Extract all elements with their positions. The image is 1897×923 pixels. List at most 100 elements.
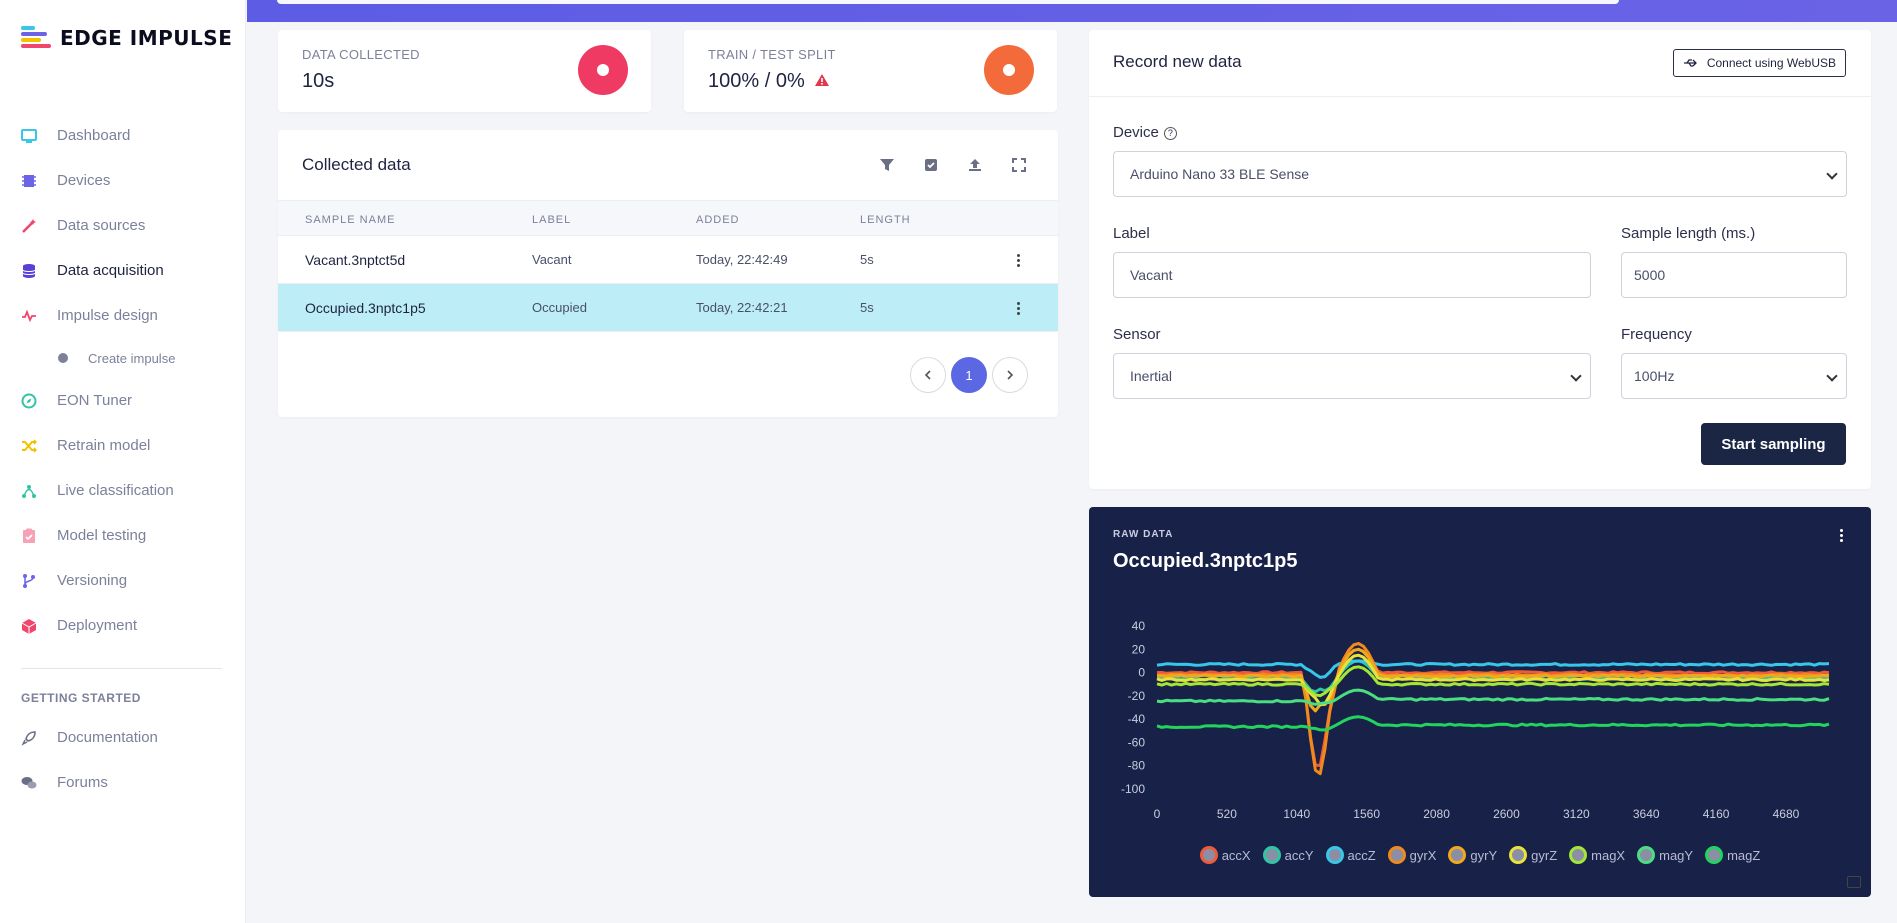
filter-icon[interactable] bbox=[878, 156, 896, 174]
legend-item-magY[interactable]: magY bbox=[1637, 846, 1693, 864]
sidebar-item-dashboard[interactable]: Dashboard bbox=[0, 113, 246, 158]
sidebar-item-label: Forums bbox=[57, 774, 108, 791]
label-input[interactable]: Vacant bbox=[1113, 252, 1591, 298]
x-tick-label: 0 bbox=[1154, 807, 1161, 821]
x-tick-label: 2600 bbox=[1493, 807, 1520, 821]
device-select[interactable]: Arduino Nano 33 BLE Sense bbox=[1113, 151, 1847, 197]
table-header: SAMPLE NAME LABEL ADDED LENGTH bbox=[278, 200, 1058, 236]
data-collected-label: DATA COLLECTED bbox=[302, 47, 420, 62]
row-menu-icon[interactable] bbox=[1008, 250, 1028, 270]
chat-icon[interactable] bbox=[1847, 876, 1861, 888]
series-line-magZ bbox=[1156, 715, 1830, 732]
column-header-length[interactable]: LENGTH bbox=[860, 214, 911, 226]
sidebar-item-data-acquisition[interactable]: Data acquisition bbox=[0, 248, 246, 293]
brand-name: EDGE IMPULSE bbox=[60, 26, 233, 50]
clipboard-check-icon bbox=[21, 528, 37, 544]
device-label-text: Device bbox=[1113, 124, 1159, 141]
sidebar-item-model-testing[interactable]: Model testing bbox=[0, 513, 246, 558]
record-divider bbox=[1089, 96, 1871, 97]
record-new-data-card: Record new data Connect using WebUSB Dev… bbox=[1089, 30, 1871, 489]
sample-length-label: Sample length (ms.) bbox=[1621, 225, 1756, 242]
prev-page-button[interactable] bbox=[910, 357, 946, 393]
page-1-button[interactable]: 1 bbox=[951, 357, 987, 393]
sidebar-item-forums[interactable]: Forums bbox=[0, 760, 246, 805]
legend-label: accX bbox=[1221, 847, 1251, 863]
series-line-accZ bbox=[1156, 659, 1830, 679]
shuffle-icon bbox=[21, 438, 37, 454]
column-header-added[interactable]: ADDED bbox=[696, 214, 740, 226]
legend-item-magZ[interactable]: magZ bbox=[1705, 846, 1760, 864]
legend-swatch-icon bbox=[1448, 846, 1467, 864]
sidebar-item-retrain-model[interactable]: Retrain model bbox=[0, 423, 246, 468]
chip-icon bbox=[21, 173, 37, 189]
sidebar-item-eon-tuner[interactable]: EON Tuner bbox=[0, 378, 246, 423]
row-menu-icon[interactable] bbox=[1008, 298, 1028, 318]
x-tick-label: 1560 bbox=[1353, 807, 1380, 821]
compass-icon bbox=[21, 393, 37, 409]
sidebar-divider bbox=[21, 668, 222, 669]
legend-swatch-icon bbox=[1569, 846, 1588, 864]
nodes-icon bbox=[21, 483, 37, 499]
next-page-button[interactable] bbox=[992, 357, 1028, 393]
legend-label: gyrY bbox=[1470, 847, 1498, 863]
sidebar-item-label: Documentation bbox=[57, 729, 158, 746]
column-header-label[interactable]: LABEL bbox=[532, 214, 572, 226]
rocket-icon bbox=[21, 730, 37, 746]
legend-swatch-icon bbox=[1637, 846, 1656, 864]
expand-icon[interactable] bbox=[1010, 156, 1028, 174]
sidebar-item-deployment[interactable]: Deployment bbox=[0, 603, 246, 648]
y-tick-label: 20 bbox=[1132, 642, 1146, 656]
split-value: 100% / 0% bbox=[708, 70, 830, 93]
brand-logo[interactable]: EDGE IMPULSE bbox=[21, 26, 232, 50]
dot-icon bbox=[58, 353, 68, 363]
sidebar-item-label: Versioning bbox=[57, 572, 128, 589]
select-checkbox-icon[interactable] bbox=[922, 156, 940, 174]
device-label: Device? bbox=[1113, 124, 1177, 141]
sidebar-item-devices[interactable]: Devices bbox=[0, 158, 246, 203]
sidebar-item-documentation[interactable]: Documentation bbox=[0, 715, 246, 760]
connect-webusb-button[interactable]: Connect using WebUSB bbox=[1672, 49, 1846, 77]
sample-added: Today, 22:42:49 bbox=[696, 252, 788, 267]
raw-data-menu-icon[interactable] bbox=[1840, 529, 1843, 542]
sample-label: Vacant bbox=[532, 252, 572, 267]
data-collected-value: 10s bbox=[302, 70, 335, 92]
series-line-gyrZ bbox=[1156, 653, 1830, 707]
legend-swatch-icon bbox=[1387, 846, 1406, 864]
sidebar-item-versioning[interactable]: Versioning bbox=[0, 558, 246, 603]
legend-item-gyrZ[interactable]: gyrZ bbox=[1509, 846, 1557, 864]
sensor-select[interactable]: Inertial bbox=[1113, 353, 1591, 399]
legend-label: accY bbox=[1284, 847, 1314, 863]
upload-icon[interactable] bbox=[966, 156, 984, 174]
legend-swatch-icon bbox=[1262, 846, 1281, 864]
sidebar-item-impulse-design[interactable]: Impulse design bbox=[0, 293, 246, 338]
legend-item-accY[interactable]: accY bbox=[1262, 846, 1314, 864]
table-row-selected[interactable]: Occupied.3nptc1p5 Occupied Today, 22:42:… bbox=[278, 284, 1058, 332]
sample-name[interactable]: Occupied.3nptc1p5 bbox=[305, 300, 426, 316]
sample-label: Occupied bbox=[532, 300, 587, 315]
usb-icon bbox=[1683, 59, 1697, 67]
sidebar-item-create-impulse[interactable]: Create impulse bbox=[0, 338, 246, 378]
frequency-select[interactable]: 100Hz bbox=[1621, 353, 1847, 399]
raw-data-chart: 40 20 0 -20 -40 -60 -80 -100 0 520 1040 1560 2080 260… bbox=[1121, 619, 1830, 821]
legend-item-magX[interactable]: magX bbox=[1569, 846, 1625, 864]
sidebar-item-data-sources[interactable]: Data sources bbox=[0, 203, 246, 248]
help-icon[interactable]: ? bbox=[1163, 126, 1177, 140]
series-line-accX bbox=[1156, 647, 1830, 767]
collected-data-toolbar bbox=[878, 156, 1028, 174]
cube-icon bbox=[21, 618, 37, 634]
sample-length-input[interactable]: 5000 bbox=[1621, 252, 1847, 298]
series-line-magY bbox=[1156, 688, 1830, 706]
start-sampling-button[interactable]: Start sampling bbox=[1701, 423, 1846, 465]
column-header-sample-name[interactable]: SAMPLE NAME bbox=[305, 214, 396, 226]
legend-item-gyrX[interactable]: gyrX bbox=[1387, 846, 1436, 864]
legend-item-gyrY[interactable]: gyrY bbox=[1448, 846, 1497, 864]
table-row[interactable]: Vacant.3nptct5d Vacant Today, 22:42:49 5… bbox=[278, 236, 1058, 284]
legend-label: gyrZ bbox=[1531, 847, 1558, 863]
sample-name[interactable]: Vacant.3nptct5d bbox=[305, 252, 406, 268]
sidebar-item-live-classification[interactable]: Live classification bbox=[0, 468, 246, 513]
sample-length: 5s bbox=[860, 300, 874, 315]
data-collected-card: DATA COLLECTED 10s bbox=[278, 30, 651, 112]
legend-item-accZ[interactable]: accZ bbox=[1325, 846, 1376, 864]
legend-item-accX[interactable]: accX bbox=[1199, 846, 1251, 864]
y-tick-label: -20 bbox=[1128, 689, 1146, 703]
